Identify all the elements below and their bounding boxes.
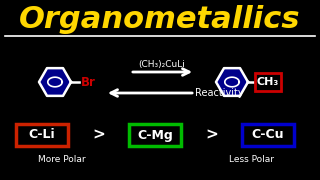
Text: (CH₃)₂CuLi: (CH₃)₂CuLi [139,60,185,69]
Text: >: > [92,127,105,143]
Text: Reactivity: Reactivity [195,88,244,98]
Polygon shape [39,68,71,96]
Text: C-Li: C-Li [29,129,55,141]
Text: Br: Br [81,76,96,89]
Text: Organometallics: Organometallics [19,6,301,35]
Text: CH₃: CH₃ [257,77,279,87]
Text: C-Mg: C-Mg [137,129,173,141]
Polygon shape [216,68,248,96]
Text: Less Polar: Less Polar [229,156,274,165]
Text: More Polar: More Polar [38,156,86,165]
Text: C-Cu: C-Cu [252,129,284,141]
Text: >: > [205,127,218,143]
